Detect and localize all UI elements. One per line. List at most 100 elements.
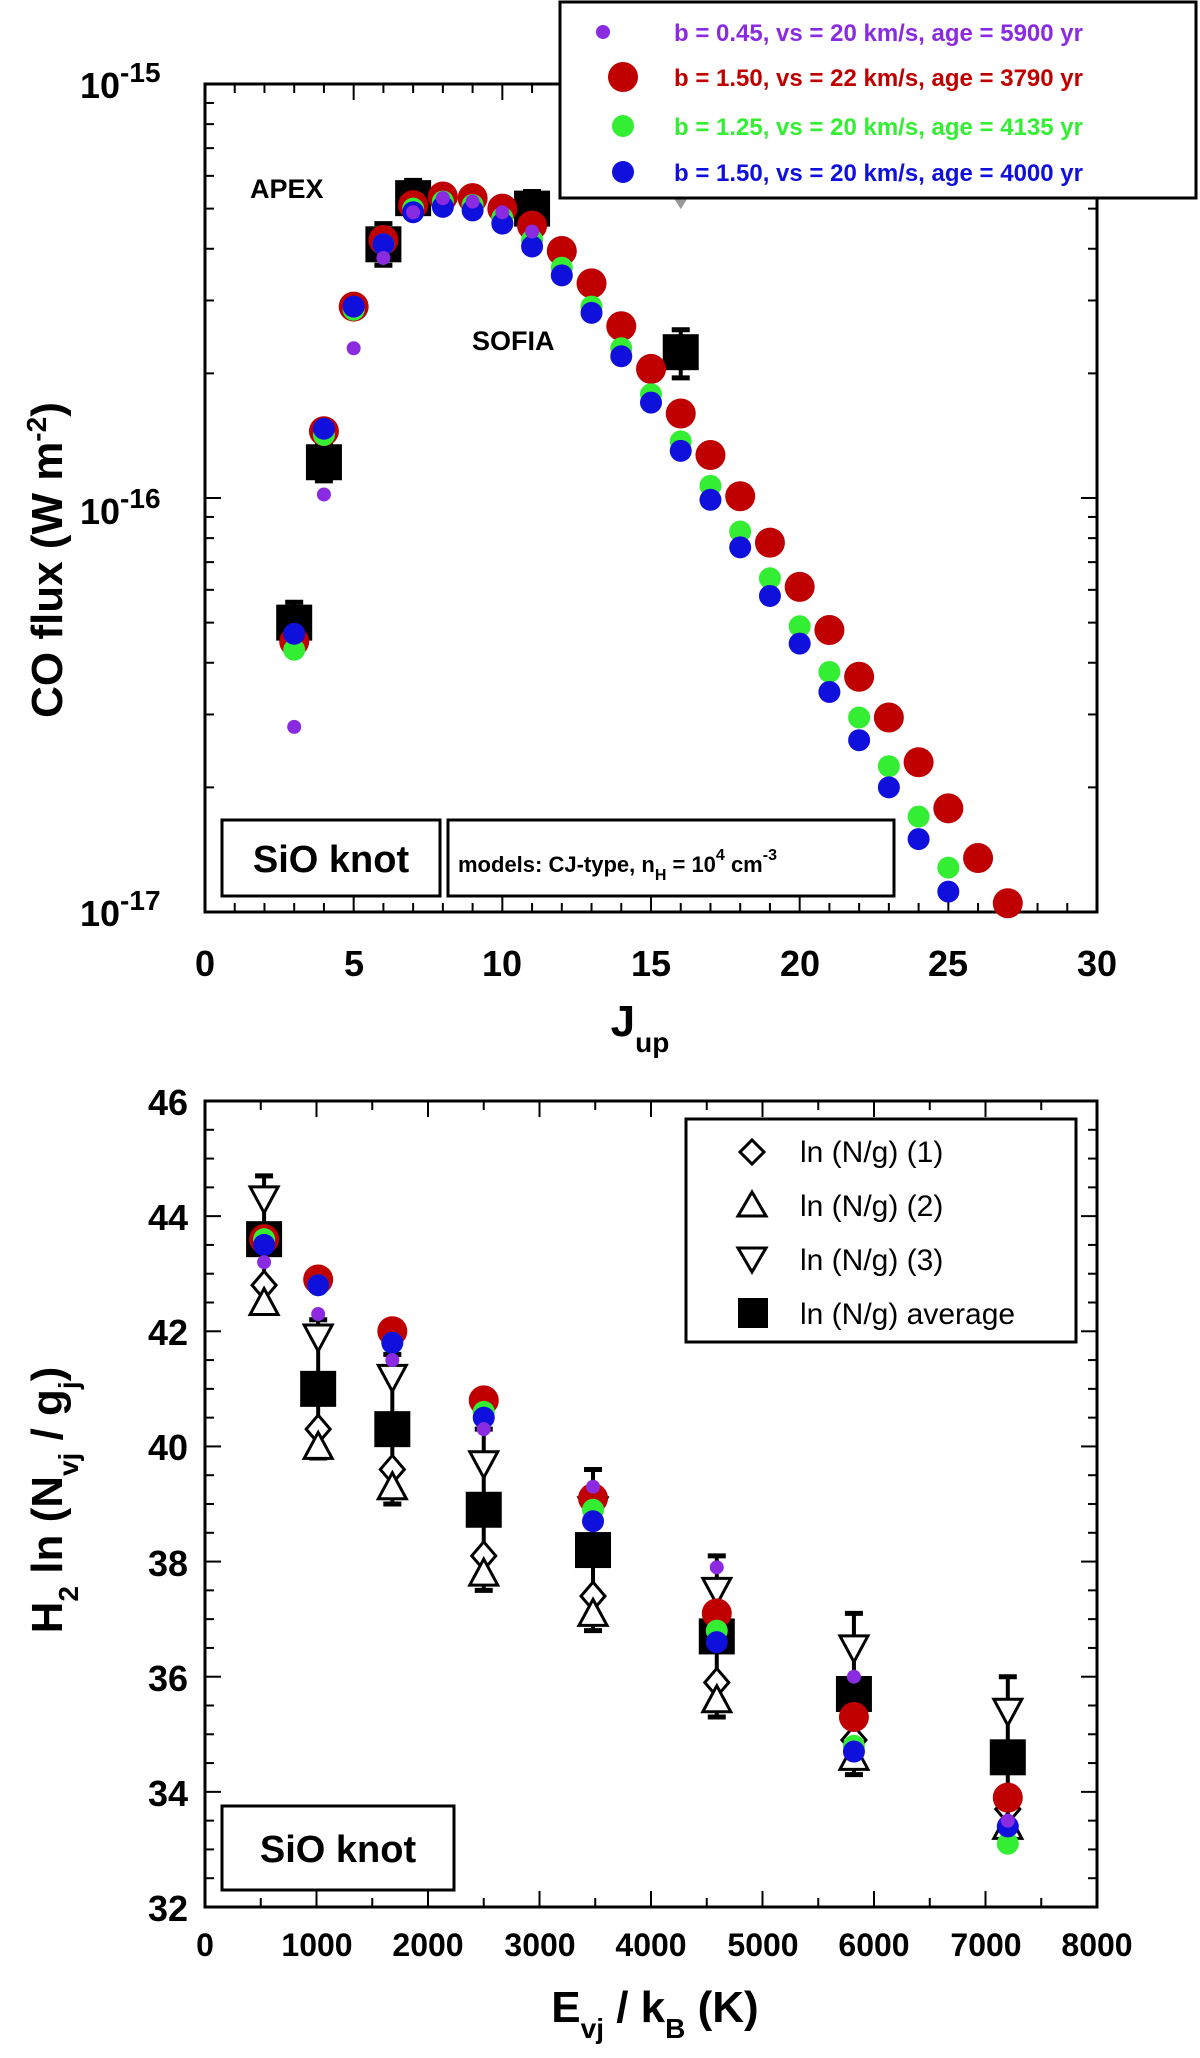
model-point (606, 311, 637, 342)
observed-symbol (375, 1363, 409, 1395)
legend-entry: b = 0.45, vs = 20 km/s, age = 5900 yr (596, 20, 1083, 47)
legend-marker (738, 1298, 768, 1328)
bottom-marks (246, 1173, 1026, 1855)
bottom-ytick-label: 42 (148, 1312, 188, 1353)
model-point (695, 440, 726, 471)
bottom-x-axis-title: Evj / kB (K) (551, 1983, 758, 2044)
model-point (873, 702, 904, 733)
top-sio-knot-label: SiO knot (253, 839, 410, 881)
top-xtick-label: 30 (1077, 943, 1117, 984)
model-point (521, 235, 544, 258)
model-point (669, 439, 692, 462)
model-point (933, 793, 964, 824)
bottom-ticks (204, 1100, 1098, 1908)
bottom-ytick-label: 44 (148, 1197, 188, 1238)
model-point (996, 1832, 1019, 1855)
legend-entry: b = 1.25, vs = 20 km/s, age = 4135 yr (612, 114, 1083, 141)
top-xtick-label: 5 (344, 943, 364, 984)
model-point (546, 236, 577, 267)
bottom-ytick-label: 40 (148, 1427, 188, 1468)
top-legend (558, 0, 1198, 200)
model-point (788, 632, 811, 655)
bottom-ytick-label: 34 (148, 1773, 188, 1814)
bottom-ytick-label: 38 (148, 1543, 188, 1584)
observed-symbol (467, 1450, 501, 1481)
model-point (907, 805, 930, 828)
legend-entry: ln (N/g) average (738, 1298, 1015, 1331)
legend-marker (612, 115, 634, 137)
legend-label: b = 1.50, vs = 20 km/s, age = 4000 yr (674, 160, 1083, 187)
model-point (754, 527, 785, 558)
models-box (446, 818, 896, 898)
average-point (374, 1411, 411, 1448)
bottom-ytick-label: 32 (148, 1888, 188, 1929)
model-point (636, 353, 666, 384)
top-plot-frame (203, 82, 1099, 914)
model-point (848, 706, 871, 729)
legend-marker (737, 1137, 767, 1167)
legend-entry: b = 1.50, vs = 20 km/s, age = 4000 yr (612, 160, 1083, 187)
top-xtick-label: 25 (928, 943, 968, 984)
average-point (989, 1739, 1026, 1776)
model-point (491, 212, 514, 235)
model-point (877, 776, 900, 799)
model-point (316, 487, 331, 502)
legend-label: b = 1.25, vs = 20 km/s, age = 4135 yr (674, 114, 1083, 141)
model-point (525, 224, 540, 239)
model-point (788, 615, 811, 638)
model-point (472, 1406, 495, 1429)
legend-label: b = 1.50, vs = 22 km/s, age = 3790 yr (674, 65, 1083, 92)
model-point (381, 1331, 404, 1354)
legend-label: b = 0.45, vs = 20 km/s, age = 5900 yr (674, 20, 1083, 47)
bottom-xtick-label: 7000 (950, 1927, 1021, 1963)
model-point (372, 233, 395, 256)
bottom-y-axis-title: H2 ln (Nvj / gj) (23, 1367, 84, 1634)
average-point (575, 1532, 612, 1569)
top-marks (276, 177, 1023, 919)
model-point (818, 680, 841, 703)
model-point (586, 1479, 601, 1494)
model-point (406, 205, 421, 220)
observed-point (305, 444, 342, 481)
model-point (729, 536, 752, 559)
model-point (465, 194, 480, 209)
legend-label: ln (N/g) (1) (800, 1136, 943, 1169)
legend-marker (735, 1189, 769, 1218)
legend-entry: ln (N/g) (2) (735, 1189, 943, 1223)
bottom-ytick-label: 36 (148, 1658, 188, 1699)
model-point (580, 301, 603, 324)
top-ticks (204, 84, 1098, 913)
legend-label: ln (N/g) (2) (800, 1190, 943, 1223)
model-point (283, 638, 306, 661)
model-point (476, 1422, 491, 1437)
bottom-ytick-label: 46 (148, 1082, 188, 1123)
bottom-xtick-label: 2000 (392, 1927, 463, 1963)
legend-entry: b = 1.50, vs = 22 km/s, age = 3790 yr (608, 62, 1083, 92)
model-point (550, 264, 573, 287)
bottom-sio-knot-label: SiO knot (260, 1829, 417, 1871)
model-point (784, 571, 815, 602)
model-point (307, 1274, 330, 1297)
observed-symbol (700, 1682, 734, 1714)
model-point (311, 1307, 326, 1322)
top-xtick-label: 20 (780, 943, 820, 984)
observed-symbol (301, 1323, 335, 1355)
model-point (699, 488, 722, 511)
model-point (582, 1510, 605, 1533)
model-point (903, 747, 934, 778)
model-point (665, 398, 696, 429)
observed-symbol (837, 1634, 871, 1666)
legend-label: ln (N/g) (3) (800, 1244, 943, 1277)
bottom-xtick-labels: 0 1000 2000 3000 4000 5000 6000 7000 800… (196, 1927, 1132, 1963)
models-label: models: CJ-type, nH = 104 cm-3 (458, 847, 777, 884)
model-point (846, 1669, 861, 1684)
bottom-xtick-label: 4000 (615, 1927, 686, 1963)
observed-symbol (375, 1469, 409, 1501)
legend-marker (612, 161, 634, 183)
observed-symbol (247, 1285, 281, 1316)
legend-marker (608, 62, 638, 92)
top-x-axis-title: Jup (611, 997, 670, 1058)
average-point (300, 1370, 337, 1407)
observed-symbol (991, 1697, 1025, 1729)
bottom-xtick-label: 8000 (1061, 1927, 1132, 1963)
